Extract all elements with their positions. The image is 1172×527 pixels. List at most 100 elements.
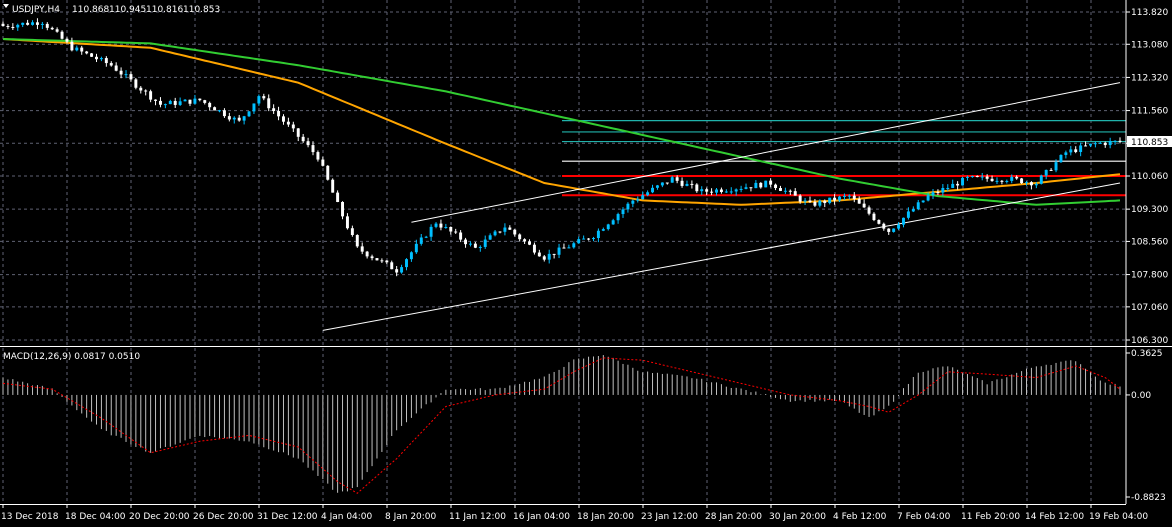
candle-body	[596, 230, 600, 239]
candle-body	[478, 246, 482, 248]
macd-tick-label: -0.8823	[1131, 493, 1166, 503]
candle-body	[700, 189, 704, 192]
candle-body	[592, 238, 595, 240]
candle-body	[941, 187, 945, 193]
candle-body	[1015, 176, 1019, 179]
candle-body	[55, 29, 59, 32]
candle-body	[842, 195, 846, 197]
candle-body	[641, 195, 645, 200]
candle-body	[646, 192, 650, 196]
time-tick-label: 13 Dec 2018	[1, 512, 59, 522]
chart-header-symbol: USDJPY,H4	[12, 5, 60, 15]
candle-body	[828, 197, 832, 204]
candle-body	[178, 101, 182, 105]
candle-body	[286, 121, 290, 125]
candle-body	[744, 187, 748, 189]
candle-body	[109, 63, 113, 66]
candle-body	[577, 239, 581, 244]
candle-body	[149, 91, 153, 100]
candle-body	[119, 70, 123, 75]
candle-body	[542, 256, 546, 260]
candle-body	[651, 187, 655, 193]
candle-body	[1010, 176, 1014, 181]
menu-triangle-icon[interactable]	[3, 4, 9, 8]
candle-body	[296, 128, 300, 137]
candle-body	[409, 252, 413, 260]
candle-body	[626, 203, 630, 210]
candle-body	[400, 267, 404, 273]
candle-body	[11, 26, 15, 28]
candle-body	[498, 231, 502, 233]
candles	[1, 18, 1122, 277]
candle-body	[252, 103, 256, 112]
candle-body	[916, 202, 920, 210]
candle-body	[1079, 145, 1083, 152]
candle-body	[414, 243, 418, 253]
price-tick-label: 111.560	[1131, 107, 1168, 117]
candle-body	[31, 22, 35, 25]
candle-body	[980, 176, 984, 178]
moving-average-line	[2, 38, 1121, 206]
candle-body	[1039, 175, 1043, 184]
candle-body	[341, 201, 345, 217]
candle-body	[95, 56, 98, 60]
candle-body	[355, 235, 359, 247]
candle-body	[1, 23, 5, 27]
candle-body	[40, 23, 44, 25]
candle-body	[857, 198, 861, 204]
candle-body	[468, 243, 472, 245]
candle-body	[50, 27, 54, 30]
candle-body	[60, 31, 64, 39]
candle-body	[936, 192, 940, 194]
candle-body	[1064, 152, 1068, 155]
candle-body	[158, 100, 162, 105]
current-price-label: 110.853	[1131, 138, 1168, 148]
candle-body	[262, 96, 266, 99]
price-tick-label: 113.080	[1131, 40, 1168, 50]
macd-label: MACD(12,26,9) 0.0817 0.0510	[3, 352, 140, 362]
candle-body	[719, 189, 723, 193]
candle-body	[208, 102, 212, 108]
candle-body	[808, 200, 812, 202]
price-tick-label: 109.300	[1131, 205, 1168, 215]
candle-body	[336, 192, 340, 202]
candle-body	[1103, 142, 1107, 146]
price-tick-label: 108.560	[1131, 237, 1168, 247]
candle-body	[995, 180, 999, 182]
candle-body	[1054, 162, 1058, 171]
candle-body	[872, 213, 876, 221]
time-tick-label: 19 Feb 04:00	[1089, 512, 1148, 522]
candle-body	[921, 200, 925, 203]
time-tick-label: 18 Jan 20:00	[577, 512, 634, 522]
candle-body	[503, 227, 507, 232]
candle-body	[729, 191, 733, 193]
candle-body	[532, 244, 536, 253]
candle-body	[793, 191, 797, 196]
chart-header-close: 110.853	[183, 5, 220, 15]
candle-body	[163, 104, 167, 106]
candle-body	[1108, 141, 1112, 146]
time-tick-label: 30 Jan 20:00	[769, 512, 826, 522]
candle-body	[1074, 149, 1078, 152]
candle-body	[65, 38, 69, 42]
candle-body	[144, 90, 148, 92]
candle-body	[360, 246, 364, 252]
macd-tick-label: 0.00	[1131, 391, 1151, 401]
candle-body	[867, 207, 871, 214]
candle-body	[193, 98, 197, 104]
candle-body	[1000, 180, 1004, 182]
candle-body	[222, 110, 226, 117]
candle-body	[1098, 142, 1102, 144]
candle-body	[488, 235, 492, 240]
candle-body	[769, 180, 773, 185]
candle-body	[493, 231, 497, 236]
candle-body	[759, 182, 763, 188]
candle-body	[1025, 182, 1028, 184]
candle-body	[906, 211, 910, 218]
candle-body	[552, 253, 556, 255]
candle-body	[99, 58, 103, 60]
candle-body	[454, 231, 458, 233]
candle-body	[680, 180, 684, 186]
